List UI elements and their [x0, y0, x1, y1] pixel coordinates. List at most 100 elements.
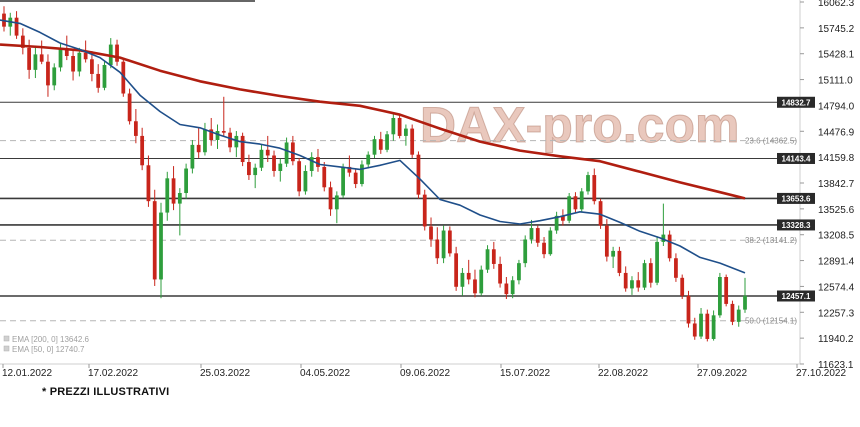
candle — [341, 163, 345, 198]
watermark: DAX-pro.com — [420, 97, 739, 153]
candle — [353, 168, 358, 189]
candle-body — [730, 303, 735, 322]
candle-body — [579, 191, 584, 210]
candle-body — [636, 280, 641, 288]
candle — [159, 202, 163, 299]
candle-body — [165, 178, 170, 213]
candle — [366, 151, 371, 169]
candle-body — [284, 142, 289, 164]
candle — [454, 246, 459, 291]
candle — [510, 276, 515, 299]
candle — [410, 124, 415, 158]
candle-body — [297, 161, 302, 192]
candle-body — [247, 162, 251, 176]
candle — [686, 290, 691, 328]
candle — [667, 230, 672, 262]
y-tick-label: 12891.4 — [818, 257, 855, 268]
candle-body — [240, 135, 245, 163]
candle — [177, 188, 182, 236]
fib-label-2: 50.0 (12154.1) — [745, 317, 797, 326]
candle-body — [290, 142, 295, 162]
x-tick-label: 25.03.2022 — [200, 368, 250, 379]
candle — [391, 113, 396, 141]
candle-body — [743, 295, 747, 310]
level-label-1: 14143.4 — [782, 154, 811, 163]
candle-body — [460, 272, 465, 287]
candle — [39, 40, 44, 65]
candle-body — [447, 230, 452, 254]
candle — [90, 51, 94, 82]
level-badge-3 — [777, 219, 815, 231]
candle — [190, 140, 195, 174]
y-tick-label: 11623.1 — [818, 360, 854, 371]
candle — [648, 258, 653, 288]
candle — [554, 211, 559, 234]
candle-body — [529, 228, 534, 240]
candle — [52, 63, 57, 91]
candle-body — [623, 272, 628, 289]
candle — [221, 96, 226, 136]
candle — [115, 39, 119, 66]
legend-label: EMA [50, 0] 12740.7 — [12, 345, 85, 354]
candle — [265, 135, 270, 163]
candle-body — [140, 135, 145, 166]
candle — [334, 191, 339, 224]
legend-swatch — [3, 345, 10, 352]
candle-body — [341, 166, 345, 196]
x-axis: 12.01.2022 17.02.2022 25.03.2022 04.05.2022… — [2, 364, 846, 379]
candle — [46, 54, 50, 97]
candle-body — [686, 295, 691, 324]
y-tick-label: 15428.1 — [818, 50, 855, 61]
candle-body — [353, 172, 358, 185]
candle — [133, 109, 138, 144]
x-tick-label: 04.05.2022 — [300, 368, 350, 379]
candle — [680, 274, 685, 300]
ema200-line — [0, 43, 746, 200]
candle-body — [674, 258, 678, 278]
candle — [247, 154, 251, 180]
y-tick-label: 14476.9 — [818, 127, 855, 138]
candle-body — [52, 67, 57, 86]
candle-body — [334, 195, 339, 210]
candle-body — [366, 154, 371, 165]
horizontal-levels: 14832.7 14143.4 13653.6 13328.3 12457.1 23.6 … — [0, 96, 815, 326]
candle-body — [661, 234, 666, 242]
candle — [517, 259, 521, 285]
candle — [328, 181, 333, 216]
candle-body — [517, 263, 521, 281]
candle-body — [586, 175, 590, 192]
candle — [617, 246, 622, 277]
candle — [579, 188, 584, 213]
ema-lines — [0, 19, 746, 274]
candle — [33, 47, 38, 79]
candle — [372, 135, 377, 158]
candle — [77, 47, 82, 77]
candle — [692, 317, 697, 340]
candle-body — [680, 277, 685, 296]
candle — [404, 124, 408, 146]
candle-body — [115, 44, 119, 62]
legend-swatch — [3, 335, 10, 342]
candle-body — [27, 47, 32, 70]
candle — [14, 11, 19, 39]
candle — [611, 246, 616, 269]
candle-body — [473, 279, 477, 294]
candle — [297, 157, 302, 197]
candle-body — [429, 226, 433, 240]
candle-body — [548, 230, 553, 255]
candle-body — [391, 117, 396, 135]
candle — [586, 171, 590, 195]
candle — [699, 307, 703, 339]
candle-body — [717, 276, 722, 316]
x-tick-label: 27.10.2022 — [796, 368, 846, 379]
candle — [64, 35, 69, 61]
candle-body — [535, 228, 540, 243]
watermark-layer: DAX-pro.com — [420, 97, 740, 154]
candle-body — [561, 215, 565, 221]
candle — [573, 192, 578, 213]
candle-body — [39, 54, 44, 62]
candle-body — [630, 280, 634, 289]
candle-body — [159, 212, 163, 280]
candle-body — [253, 167, 258, 176]
